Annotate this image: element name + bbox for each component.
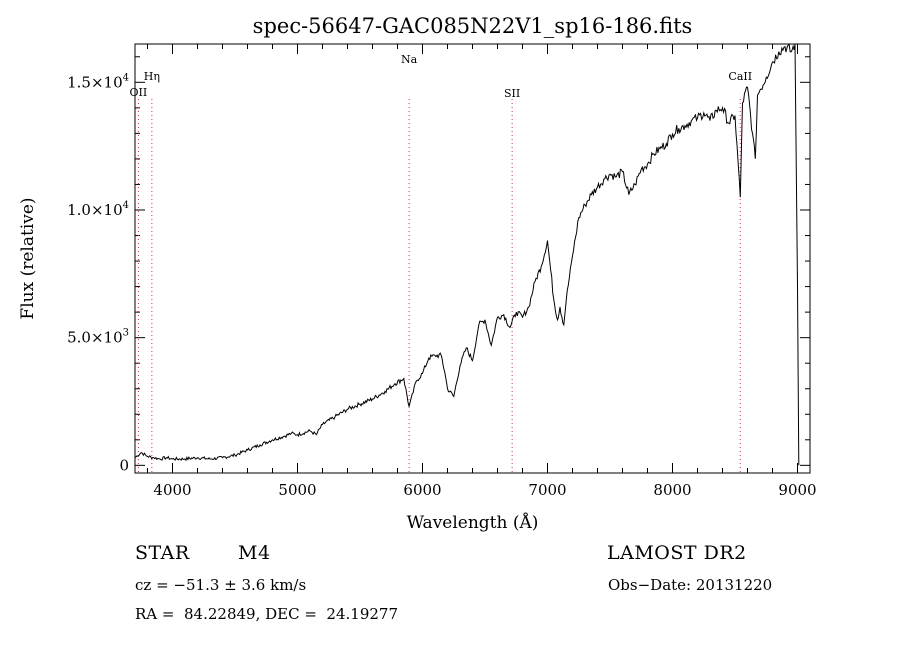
spectral-line-label: CaII xyxy=(728,70,752,83)
x-tick-label: 5000 xyxy=(278,481,316,499)
spectral-line-label: Hη xyxy=(144,70,160,83)
spectral-line-label: Na xyxy=(401,53,418,66)
observation-date: Obs−Date: 20131220 xyxy=(608,576,773,594)
y-axis-label: Flux (relative) xyxy=(18,197,38,319)
x-tick-label: 9000 xyxy=(778,481,816,499)
spectrum-line xyxy=(134,43,800,466)
y-tick-label: 1.0×104 xyxy=(67,200,129,219)
spectral-line-label: SII xyxy=(504,87,520,100)
sky-coordinates: RA = 84.22849, DEC = 24.19277 xyxy=(135,605,399,623)
x-tick-label: 8000 xyxy=(653,481,691,499)
object-subclass: M4 xyxy=(238,542,271,564)
plot-frame xyxy=(134,43,811,474)
y-tick-label: 0 xyxy=(119,456,129,474)
redshift-velocity: cz = −51.3 ± 3.6 km/s xyxy=(135,576,307,594)
survey-name: LAMOST DR2 xyxy=(607,542,747,564)
y-tick-label: 1.5×104 xyxy=(67,72,129,91)
x-tick-label: 6000 xyxy=(403,481,441,499)
x-axis-label: Wavelength (Å) xyxy=(407,512,539,533)
y-tick-label: 5.0×103 xyxy=(67,328,129,347)
chart-title: spec-56647-GAC085N22V1_sp16-186.fits xyxy=(253,14,693,38)
object-class: STAR xyxy=(135,542,190,564)
x-tick-label: 7000 xyxy=(528,481,566,499)
spectral-line-label: OII xyxy=(130,86,148,99)
x-tick-label: 4000 xyxy=(153,481,191,499)
